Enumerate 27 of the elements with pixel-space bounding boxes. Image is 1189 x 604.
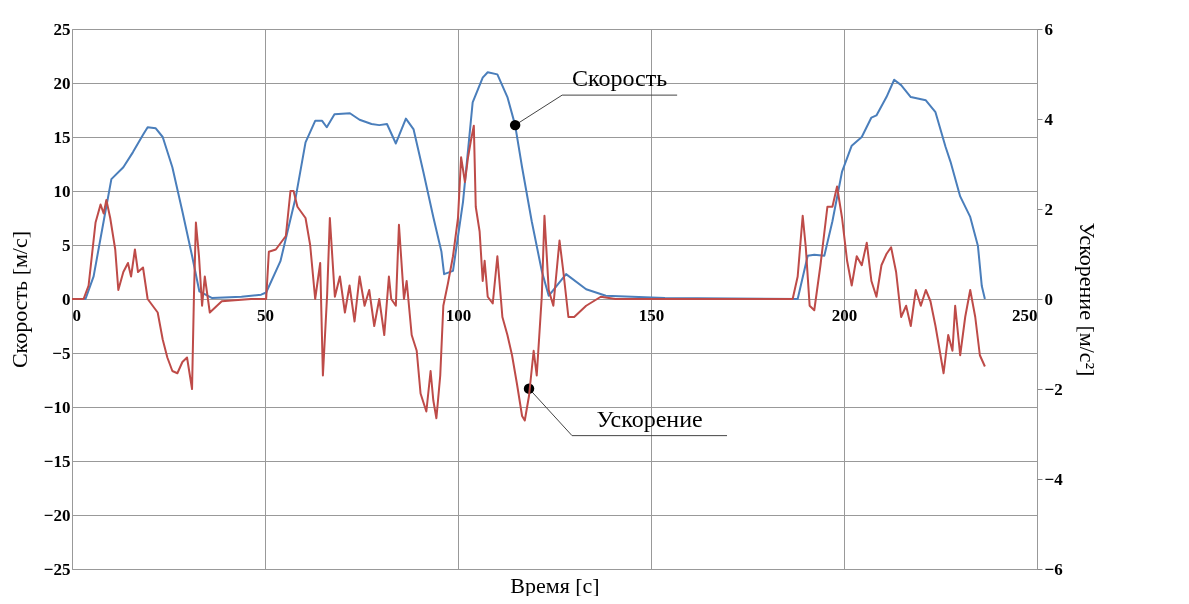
annotation: Скорость — [572, 65, 668, 92]
y2-tick-label: 6 — [1044, 19, 1053, 39]
y2-tick-label: 4 — [1044, 109, 1054, 129]
y-tick-label: 20 — [53, 73, 71, 93]
x-tick-label: 250 — [1012, 305, 1038, 325]
y-tick-label: 0 — [62, 289, 71, 309]
y-tick-label: −25 — [43, 559, 71, 579]
y2-tick-label: −6 — [1044, 559, 1063, 579]
y-tick-label: 10 — [53, 181, 71, 201]
y-axis-title: Скорость [м/с] — [6, 230, 32, 369]
y2-tick-label: −2 — [1044, 379, 1063, 399]
y-tick-label: −10 — [43, 397, 71, 417]
y-tick-label: 15 — [53, 127, 71, 147]
x-tick-label: 100 — [445, 305, 472, 325]
x-tick-label: 200 — [831, 305, 858, 325]
y-tick-label: 25 — [53, 19, 71, 39]
x-tick-label: 50 — [257, 305, 274, 325]
y-tick-label: −5 — [52, 343, 71, 363]
y2-tick-label: 2 — [1044, 199, 1053, 219]
y2-axis-title: Ускорение [м/с²] — [1074, 222, 1100, 377]
y2-tick-label: 0 — [1044, 289, 1053, 309]
annotation: Ускорение — [596, 405, 703, 432]
y-tick-label: 5 — [62, 235, 71, 255]
y-tick-label: −15 — [43, 451, 71, 471]
y2-tick-label: −4 — [1044, 469, 1064, 489]
y-tick-label: −20 — [43, 505, 71, 525]
x-tick-label: 150 — [638, 305, 665, 325]
